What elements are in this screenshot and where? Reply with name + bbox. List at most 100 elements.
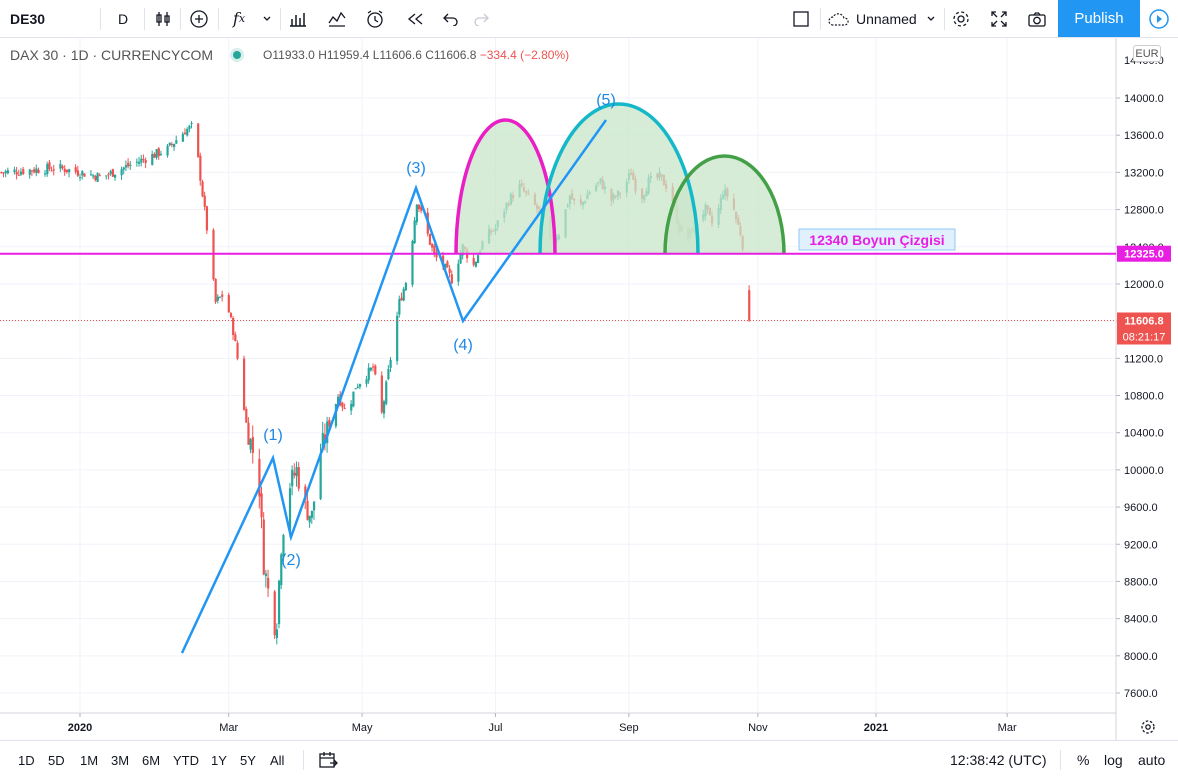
price-chart[interactable]: (1) (2) (3) (4) (5) 12340 Boyun Çizgisi 14000…	[0, 38, 1178, 740]
undo-icon[interactable]	[438, 0, 464, 37]
candle	[229, 311, 233, 319]
price-tick-label: 13200.0	[1124, 167, 1164, 179]
camera-icon[interactable]	[1024, 0, 1050, 37]
candle	[417, 204, 421, 213]
candle	[140, 154, 143, 167]
clock-time[interactable]: 12:38:42 (UTC)	[950, 752, 1047, 768]
goto-date-icon[interactable]	[318, 741, 338, 778]
candle	[374, 364, 377, 376]
candle	[295, 461, 298, 487]
candle	[65, 169, 69, 174]
candle	[396, 311, 399, 365]
log-toggle[interactable]: log	[1104, 752, 1123, 768]
replay-icon[interactable]	[402, 0, 428, 37]
candle	[155, 148, 158, 160]
range-all[interactable]: All	[270, 752, 285, 768]
time-axis[interactable]: 2020 Mar May Jul Sep Nov 2021 Mar	[68, 713, 1155, 734]
percent-toggle[interactable]: %	[1077, 752, 1090, 768]
candle	[74, 164, 77, 175]
axis-settings-icon[interactable]	[1141, 720, 1155, 734]
bar-countdown: 08:21:17	[1123, 331, 1166, 343]
chevron-down-icon[interactable]	[922, 0, 940, 37]
price-axis[interactable]: 14000.013600.013200.012800.012400.012000…	[1116, 55, 1164, 700]
wave-label[interactable]: (2)	[281, 552, 301, 569]
compare-icon[interactable]	[324, 0, 350, 37]
bottom-toolbar: 1D 5D 1M 3M 6M YTD 1Y 5Y All 12:38:42 (U…	[0, 740, 1178, 778]
chart-area[interactable]: (1) (2) (3) (4) (5) 12340 Boyun Çizgisi 14000…	[0, 38, 1178, 740]
wave-label[interactable]: (3)	[406, 160, 426, 177]
range-ytd[interactable]: YTD	[173, 752, 199, 768]
layout-name[interactable]: Unnamed	[856, 10, 917, 27]
candle	[170, 141, 174, 148]
candle	[122, 166, 125, 175]
publish-button[interactable]: Publish	[1058, 0, 1140, 37]
candle	[415, 204, 418, 226]
legend-title[interactable]: DAX 30 · 1D · CURRENCYCOM	[10, 47, 214, 63]
auto-toggle[interactable]: auto	[1138, 752, 1166, 768]
range-1d[interactable]: 1D	[18, 752, 35, 768]
add-indicator-icon[interactable]	[186, 0, 212, 37]
range-3m[interactable]: 3M	[111, 752, 130, 768]
square-icon[interactable]	[788, 0, 814, 37]
play-icon[interactable]	[1140, 0, 1178, 37]
arc-curve[interactable]	[538, 102, 700, 254]
candle	[138, 156, 141, 167]
chevron-down-icon[interactable]	[258, 0, 276, 37]
candle	[157, 147, 160, 160]
candle	[431, 242, 434, 252]
divider	[820, 8, 821, 30]
range-1m[interactable]: 1M	[80, 752, 99, 768]
candle	[175, 135, 178, 145]
candle	[398, 295, 401, 318]
candle	[358, 383, 362, 390]
candle	[127, 158, 130, 169]
neckline-label[interactable]: 12340 Boyun Çizgisi	[798, 228, 956, 251]
wave-label[interactable]: (5)	[596, 92, 616, 109]
wave-label[interactable]: (1)	[263, 427, 283, 444]
fullscreen-icon[interactable]	[986, 0, 1012, 37]
range-5y[interactable]: 5Y	[240, 752, 256, 768]
gear-icon[interactable]	[948, 0, 974, 37]
candle	[98, 173, 101, 177]
redo-icon[interactable]	[468, 0, 494, 37]
candle	[343, 403, 346, 409]
candle	[33, 167, 36, 174]
alert-icon[interactable]	[362, 0, 388, 37]
interval-button[interactable]: D	[117, 10, 129, 27]
range-6m[interactable]: 6M	[142, 752, 161, 768]
candle	[6, 167, 10, 175]
wave-label[interactable]: (4)	[453, 337, 473, 354]
candle	[214, 278, 217, 304]
candle	[190, 121, 193, 129]
candle	[199, 152, 202, 186]
candle	[109, 169, 112, 176]
cloud-icon[interactable]	[826, 0, 852, 37]
candle	[46, 161, 49, 177]
candle	[94, 174, 97, 182]
candle	[258, 448, 261, 509]
price-tick-label: 12800.0	[1124, 205, 1164, 217]
bar-chart-icon[interactable]	[285, 0, 311, 37]
candle	[382, 399, 386, 419]
candle	[203, 191, 206, 211]
currency-badge[interactable]: EUR	[1133, 45, 1161, 62]
candles-icon[interactable]	[150, 0, 176, 37]
candle	[264, 570, 268, 588]
time-tick-label: Nov	[748, 722, 768, 734]
range-1y[interactable]: 1Y	[211, 752, 227, 768]
legend-open: O11933.0	[263, 48, 315, 62]
candle	[30, 169, 34, 177]
divider	[180, 8, 181, 30]
candle	[247, 417, 250, 445]
candle	[79, 173, 82, 182]
arc-curve[interactable]	[454, 118, 557, 254]
candle	[105, 175, 108, 180]
range-5d[interactable]: 5D	[48, 752, 65, 768]
arc-curve[interactable]	[663, 154, 786, 254]
elliott-wave-line[interactable]	[180, 119, 608, 654]
symbol-search[interactable]: DE30	[10, 10, 46, 27]
price-tick-label: 8400.0	[1124, 614, 1158, 626]
candle	[124, 160, 128, 171]
